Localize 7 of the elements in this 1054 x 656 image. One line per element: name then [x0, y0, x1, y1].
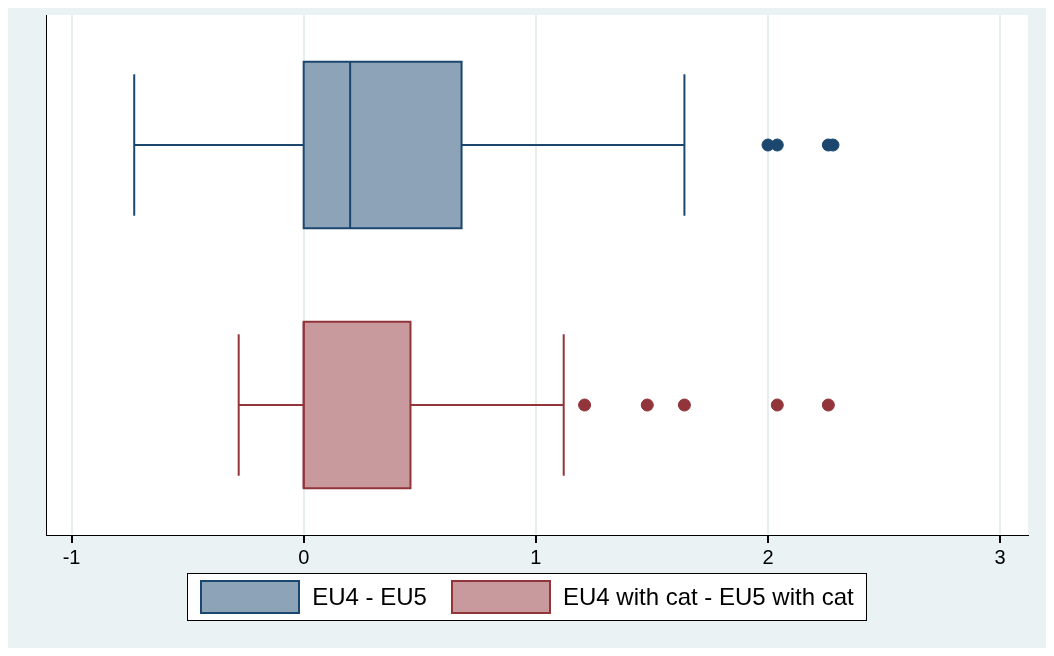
- x-tick-label: -1: [62, 545, 81, 568]
- x-tick-label: 2: [762, 545, 774, 568]
- legend-label: EU4 with cat - EU5 with cat: [562, 583, 854, 611]
- x-tick-label: 0: [298, 545, 310, 568]
- x-tick-label: 1: [530, 545, 542, 568]
- x-tick-label: 3: [994, 545, 1006, 568]
- legend-label: EU4 - EU5: [312, 583, 427, 611]
